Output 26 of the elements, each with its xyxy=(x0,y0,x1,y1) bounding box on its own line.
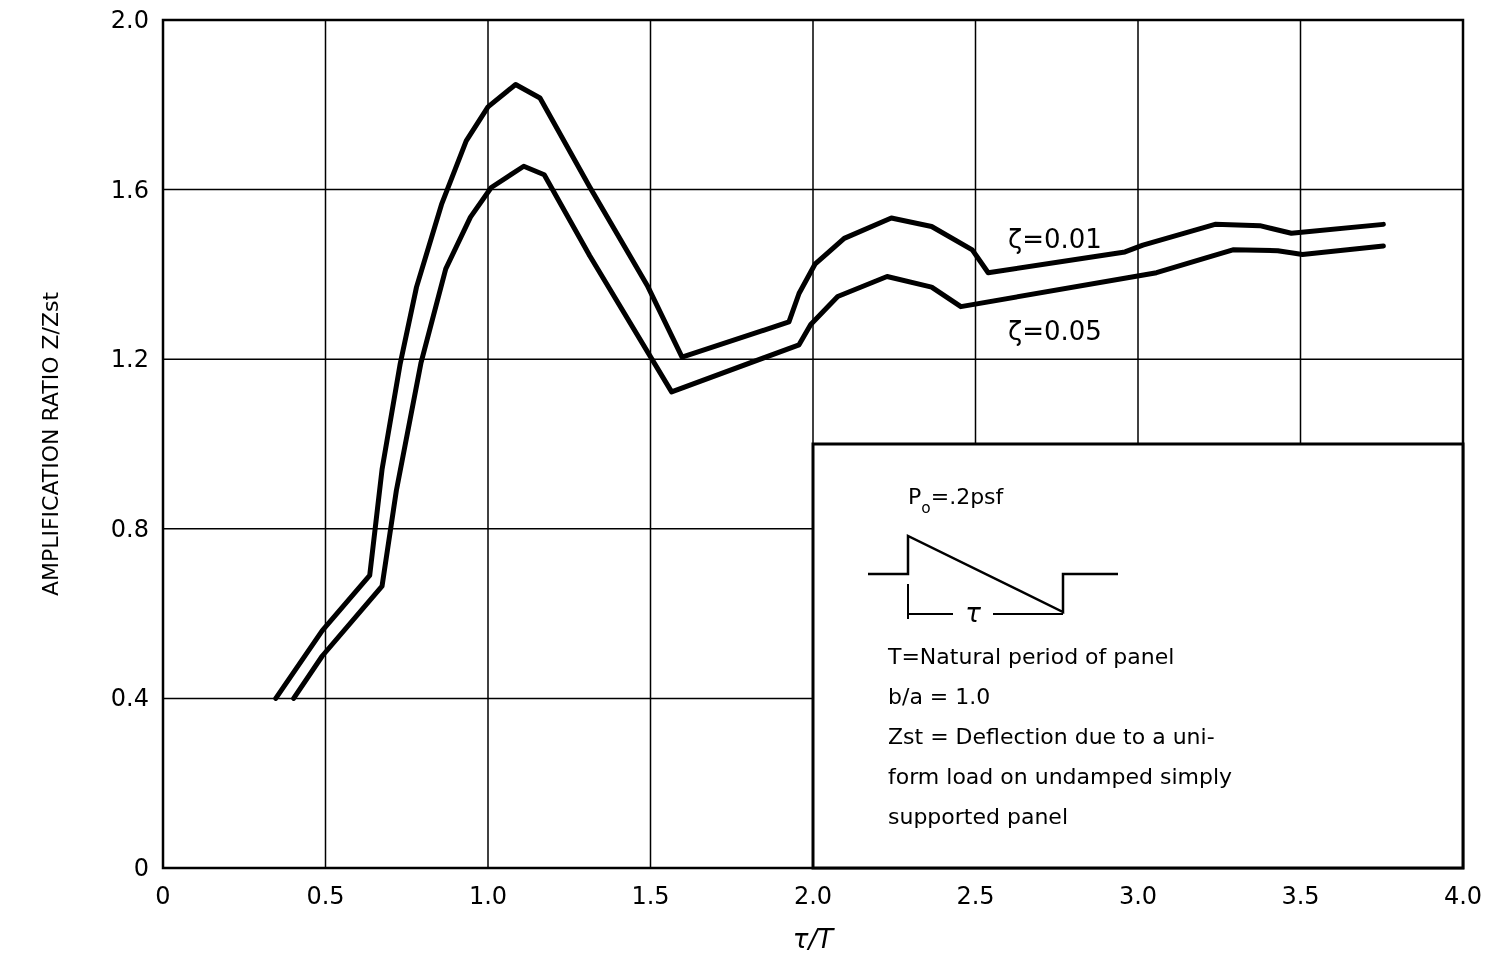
x-tick-label: 3.0 xyxy=(1118,882,1158,910)
y-tick-label: 0 xyxy=(133,854,149,882)
x-axis-title: τ/T xyxy=(792,924,836,954)
annotation: form load on undamped simply xyxy=(888,764,1233,789)
annotation: τ xyxy=(965,598,982,628)
x-tick-label: 0 xyxy=(155,882,171,910)
annotation: Zst = Deflection due to a uni- xyxy=(888,724,1215,749)
y-tick-label: 1.6 xyxy=(110,175,149,204)
y-tick-label: 1.2 xyxy=(110,345,149,374)
series-label: ζ=0.01 xyxy=(1008,223,1102,254)
x-tick-label: 2.5 xyxy=(956,882,995,910)
annotation: supported panel xyxy=(888,804,1068,829)
y-axis-title: AMPLIFICATION RATIO Z/Zst xyxy=(38,291,63,597)
x-tick-label: 0.5 xyxy=(306,882,345,910)
x-tick-label: 4.0 xyxy=(1443,882,1483,910)
x-tick-label: 3.5 xyxy=(1281,882,1320,910)
y-tick-label: 0.8 xyxy=(110,514,149,543)
x-tick-label: 1.5 xyxy=(631,882,670,910)
x-tick-label: 1.0 xyxy=(468,882,508,910)
y-tick-label: 0.4 xyxy=(110,684,149,713)
annotation: T=Natural period of panel xyxy=(887,644,1175,669)
annotation: P$_{o}$=.2psf xyxy=(908,484,1005,517)
y-tick-label: 2.0 xyxy=(110,6,149,34)
series-label: ζ=0.05 xyxy=(1008,316,1102,347)
annotation: b/a = 1.0 xyxy=(888,684,991,709)
x-tick-label: 2.0 xyxy=(793,882,833,910)
